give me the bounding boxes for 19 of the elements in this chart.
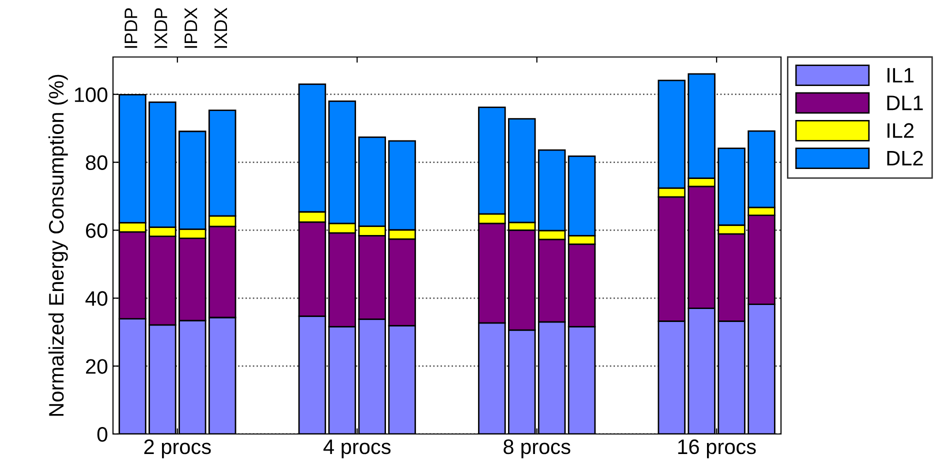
legend-label: IL2 (888, 123, 914, 138)
legend-label: IL1 (888, 68, 914, 82)
legend-label: DL2 (887, 150, 923, 166)
y-tick-label: 100 (74, 87, 108, 102)
x-tick-label: IXDX (214, 8, 228, 48)
y-tick-label: 40 (85, 291, 108, 306)
text: 16 procs (678, 439, 756, 458)
y-tick-label: 80 (86, 155, 108, 170)
y-axis-title: Normalized Energy Consumption (%) (48, 74, 68, 416)
text: 8 procs (504, 439, 570, 458)
text: 2 procs (144, 439, 211, 458)
x-tick-label: IXDP (154, 8, 168, 48)
y-tick-label: 60 (86, 223, 108, 238)
y-tick-label: 0 (97, 427, 108, 442)
legend-label: DL1 (887, 96, 923, 110)
x-tick-label: IPDX (184, 8, 198, 48)
x-tick-label: IPDP (124, 8, 138, 48)
text: 4 procs (323, 440, 391, 458)
y-tick-label: 20 (86, 359, 108, 374)
